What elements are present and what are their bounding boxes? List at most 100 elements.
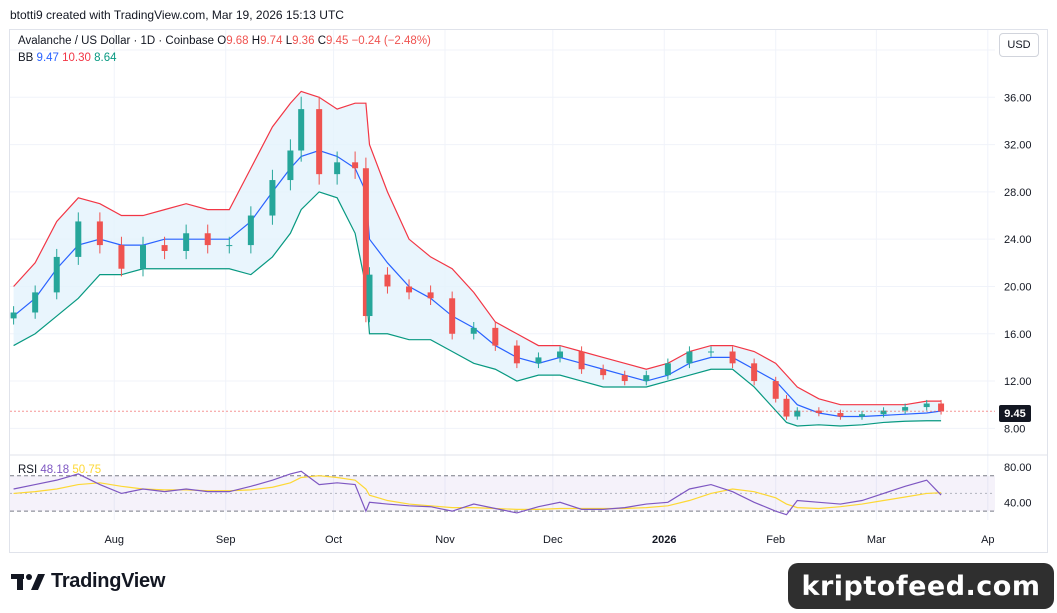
y-tick-label: 28.00 bbox=[1004, 187, 1032, 199]
close-label: C bbox=[317, 35, 326, 47]
candle-body bbox=[384, 274, 391, 287]
rsi-value: 48.18 bbox=[40, 464, 70, 476]
candle-body bbox=[513, 345, 520, 364]
x-tick-label: Mar bbox=[867, 534, 886, 546]
rsi-line bbox=[13, 470, 942, 516]
candle-body bbox=[923, 403, 930, 408]
y-tick-label: 24.00 bbox=[1004, 234, 1032, 246]
candle-body bbox=[686, 351, 693, 364]
open-label: O bbox=[217, 35, 227, 47]
chart-frame bbox=[9, 29, 1048, 553]
candle-body bbox=[621, 375, 628, 382]
attribution-text: btotti9 created with TradingView.com, Ma… bbox=[10, 8, 344, 22]
rsi-pane bbox=[10, 470, 995, 516]
x-tick-label: Feb bbox=[766, 534, 785, 546]
candle-body bbox=[783, 398, 790, 417]
candle-body bbox=[470, 327, 477, 334]
candle-body bbox=[557, 351, 564, 358]
candle-body bbox=[794, 410, 801, 417]
low-value: 9.36 bbox=[292, 35, 315, 47]
y-tick-label: 20.00 bbox=[1004, 281, 1032, 293]
candle-body bbox=[183, 233, 190, 251]
rsi-legend[interactable]: RSI 48.18 50.75 bbox=[18, 464, 101, 476]
bb-lower-line bbox=[13, 191, 942, 427]
candle-body bbox=[427, 292, 434, 299]
candle-body bbox=[204, 233, 211, 246]
rsi-tick-label: 80.00 bbox=[1004, 462, 1032, 474]
candle-body bbox=[902, 407, 909, 411]
candle-body bbox=[96, 221, 103, 246]
currency-button[interactable]: USD bbox=[999, 33, 1039, 57]
x-tick-label: Ap bbox=[981, 534, 994, 546]
axes-layer: 8.00 12.00 16.00 20.00 24.00 28.00 32.00 36.00 4… bbox=[104, 45, 1031, 546]
candle-body bbox=[75, 221, 82, 257]
y-tick-label: 12.00 bbox=[1004, 376, 1032, 388]
candle-body bbox=[316, 109, 323, 175]
rsi-ma-value: 50.75 bbox=[72, 464, 102, 476]
x-tick-label: Sep bbox=[216, 534, 236, 546]
y-tick-label: 8.00 bbox=[1004, 423, 1025, 435]
symbol-title[interactable]: Avalanche / US Dollar · 1D · Coinbase bbox=[18, 35, 215, 47]
candle-body bbox=[535, 357, 542, 364]
candle-body bbox=[643, 375, 650, 382]
candle-body bbox=[729, 351, 736, 364]
candle-body bbox=[449, 298, 456, 334]
bb-label: BB bbox=[18, 52, 34, 64]
kriptofeed-watermark: kriptofeed.com bbox=[788, 563, 1054, 609]
bb-legend[interactable]: BB 9.47 10.30 8.64 bbox=[18, 52, 117, 64]
candle-body bbox=[10, 312, 17, 319]
candle-body bbox=[352, 162, 359, 169]
candle-body bbox=[226, 245, 233, 247]
bollinger-bands bbox=[13, 90, 942, 427]
candle-body bbox=[815, 410, 822, 413]
tradingview-logo-text: TradingView bbox=[51, 570, 166, 592]
y-tick-label: 32.00 bbox=[1004, 140, 1032, 152]
candle-body bbox=[858, 414, 865, 417]
change-value: −0.24 (−2.48%) bbox=[351, 35, 431, 47]
candles-layer bbox=[10, 96, 995, 420]
bb-fill bbox=[13, 91, 942, 426]
high-value: 9.74 bbox=[260, 35, 283, 47]
x-tick-label: Dec bbox=[543, 534, 563, 546]
candle-body bbox=[334, 162, 341, 175]
x-tick-label: Oct bbox=[325, 534, 342, 546]
last-price-tag: 9.45 bbox=[999, 405, 1031, 422]
candle-body bbox=[366, 274, 373, 317]
grid-layer bbox=[9, 30, 1048, 520]
high-label: H bbox=[251, 35, 261, 47]
candle-body bbox=[298, 109, 305, 151]
candle-body bbox=[118, 245, 125, 269]
candle-body bbox=[938, 403, 945, 412]
candle-body bbox=[32, 292, 39, 313]
tradingview-logo-icon bbox=[11, 573, 45, 590]
candle-body bbox=[362, 168, 369, 317]
candle-body bbox=[600, 369, 607, 376]
tradingview-logo[interactable]: TradingView bbox=[11, 570, 165, 593]
candle-body bbox=[140, 245, 147, 269]
symbol-legend: Avalanche / US Dollar · 1D · Coinbase O9… bbox=[18, 35, 431, 47]
candle-body bbox=[772, 381, 779, 399]
candle-body bbox=[269, 180, 276, 216]
candle-body bbox=[664, 363, 671, 376]
open-value: 9.68 bbox=[226, 35, 249, 47]
candle-body bbox=[708, 351, 715, 353]
y-tick-label: 16.00 bbox=[1004, 329, 1032, 341]
candle-body bbox=[53, 256, 60, 293]
bb-upper-line bbox=[13, 90, 942, 406]
x-tick-label: Nov bbox=[435, 534, 455, 546]
candle-body bbox=[751, 363, 758, 382]
rsi-tick-label: 40.00 bbox=[1004, 497, 1032, 509]
bb-upper-value: 10.30 bbox=[62, 52, 91, 64]
close-value: 9.45 bbox=[326, 35, 349, 47]
candle-body bbox=[161, 245, 168, 251]
candle-body bbox=[287, 150, 294, 181]
rsi-label: RSI bbox=[18, 464, 38, 476]
candle-body bbox=[578, 351, 585, 370]
x-tick-label: Aug bbox=[104, 534, 124, 546]
candle-body bbox=[837, 412, 844, 417]
candle-body bbox=[247, 215, 254, 246]
low-label: L bbox=[285, 35, 293, 47]
bb-basis-line bbox=[13, 149, 942, 418]
candle-body bbox=[492, 327, 499, 346]
